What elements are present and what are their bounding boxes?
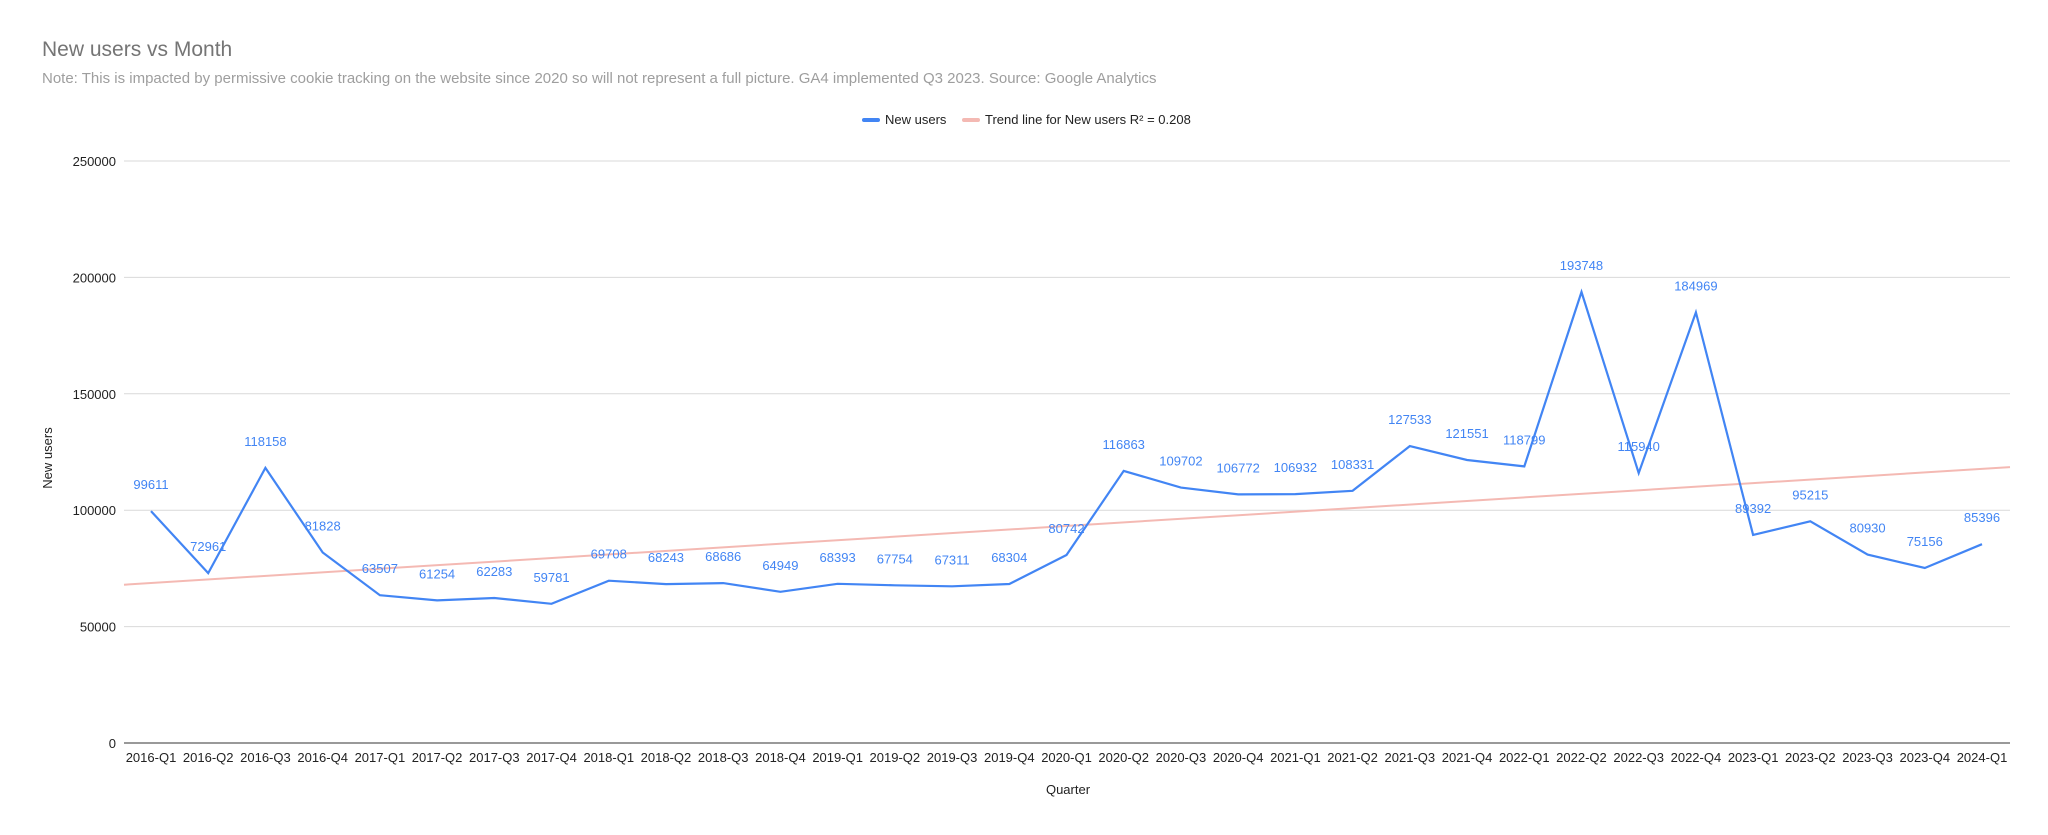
data-label: 85396 (1964, 510, 2000, 525)
x-tick-label: 2016-Q2 (183, 750, 234, 765)
legend-label-new-users: New users (885, 112, 947, 127)
x-tick-label: 2020-Q1 (1041, 750, 1092, 765)
data-label: 109702 (1159, 454, 1202, 469)
x-tick-label: 2022-Q3 (1613, 750, 1664, 765)
x-tick-label: 2023-Q2 (1785, 750, 1836, 765)
data-label: 63507 (362, 561, 398, 576)
x-tick-label: 2022-Q2 (1556, 750, 1607, 765)
x-tick-label: 2021-Q3 (1385, 750, 1436, 765)
y-tick-label: 250000 (73, 154, 116, 169)
x-tick-label: 2022-Q4 (1671, 750, 1722, 765)
data-label: 89392 (1735, 501, 1771, 516)
x-tick-label: 2019-Q3 (927, 750, 978, 765)
data-label: 67311 (934, 552, 969, 567)
x-tick-label: 2018-Q4 (755, 750, 806, 765)
x-tick-label: 2019-Q4 (984, 750, 1035, 765)
gridlines (124, 160, 2010, 628)
data-label: 106772 (1216, 460, 1259, 475)
data-label: 68393 (820, 550, 856, 565)
data-label: 68243 (648, 550, 684, 565)
data-label: 80930 (1849, 521, 1885, 536)
x-tick-label: 2017-Q3 (469, 750, 520, 765)
x-tick-label: 2016-Q4 (297, 750, 348, 765)
data-label: 68304 (991, 550, 1027, 565)
x-tick-label: 2020-Q4 (1213, 750, 1264, 765)
data-label: 106932 (1274, 460, 1317, 475)
data-label: 118799 (1503, 432, 1545, 447)
x-tick-label: 2021-Q2 (1327, 750, 1378, 765)
x-tick-label: 2020-Q2 (1098, 750, 1149, 765)
data-label: 64949 (762, 558, 798, 573)
x-tick-label: 2023-Q1 (1728, 750, 1779, 765)
x-axis-ticks: 2016-Q1 2016-Q2 2016-Q3 2016-Q4 2017-Q1 2017-… (126, 750, 2008, 765)
data-label: 68686 (705, 549, 741, 564)
x-tick-label: 2017-Q4 (526, 750, 577, 765)
data-label: 121551 (1445, 426, 1488, 441)
data-label: 67754 (877, 551, 913, 566)
x-tick-label: 2021-Q4 (1442, 750, 1493, 765)
x-tick-label: 2017-Q1 (355, 750, 406, 765)
x-tick-label: 2021-Q1 (1270, 750, 1321, 765)
y-axis-title: New users (40, 427, 55, 489)
y-tick-label: 0 (109, 736, 116, 751)
legend: New users Trend line for New users R² = … (862, 112, 1191, 127)
data-label: 69708 (591, 547, 627, 562)
x-tick-label: 2016-Q1 (126, 750, 177, 765)
data-label: 127533 (1388, 412, 1431, 427)
data-label: 61254 (419, 566, 455, 581)
x-axis-title: Quarter (1046, 782, 1091, 797)
x-tick-label: 2019-Q1 (812, 750, 863, 765)
data-label: 75156 (1907, 534, 1943, 549)
y-axis-ticks: 0 50000 100000 150000 200000 250000 (73, 154, 116, 751)
x-tick-label: 2017-Q2 (412, 750, 463, 765)
y-tick-label: 150000 (73, 387, 116, 402)
x-tick-label: 2018-Q1 (583, 750, 634, 765)
y-tick-label: 200000 (73, 270, 116, 285)
data-label: 59781 (533, 570, 569, 585)
x-tick-label: 2020-Q3 (1156, 750, 1207, 765)
x-tick-label: 2023-Q3 (1842, 750, 1893, 765)
x-tick-label: 2018-Q3 (698, 750, 749, 765)
y-tick-label: 100000 (73, 503, 116, 518)
trendline (123, 466, 2011, 586)
data-label: 116863 (1103, 437, 1145, 452)
data-label: 193748 (1560, 258, 1603, 273)
legend-label-trendline: Trend line for New users R² = 0.208 (985, 112, 1191, 127)
data-label: 108331 (1331, 457, 1374, 472)
data-labels: 99611 72961 118158 81828 63507 61254 62283 5978… (133, 258, 2000, 604)
data-label: 80742 (1048, 521, 1084, 536)
y-tick-label: 50000 (80, 620, 116, 635)
x-tick-label: 2024-Q1 (1957, 750, 2008, 765)
x-tick-label: 2019-Q2 (870, 750, 921, 765)
x-tick-label: 2018-Q2 (641, 750, 692, 765)
data-label: 99611 (133, 477, 168, 492)
x-tick-label: 2016-Q3 (240, 750, 291, 765)
data-label: 81828 (305, 519, 341, 534)
data-label: 184969 (1674, 278, 1717, 293)
data-label: 95215 (1792, 487, 1828, 502)
chart-title: New users vs Month (42, 38, 233, 61)
chart-subtitle: Note: This is impacted by permissive coo… (42, 70, 1157, 87)
data-label: 72961 (190, 539, 226, 554)
data-label: 118158 (244, 434, 286, 449)
x-tick-label: 2023-Q4 (1899, 750, 1950, 765)
series-line-new-users (150, 288, 1983, 605)
data-label: 62283 (476, 564, 512, 579)
data-label: 115940 (1617, 439, 1659, 454)
x-tick-label: 2022-Q1 (1499, 750, 1550, 765)
